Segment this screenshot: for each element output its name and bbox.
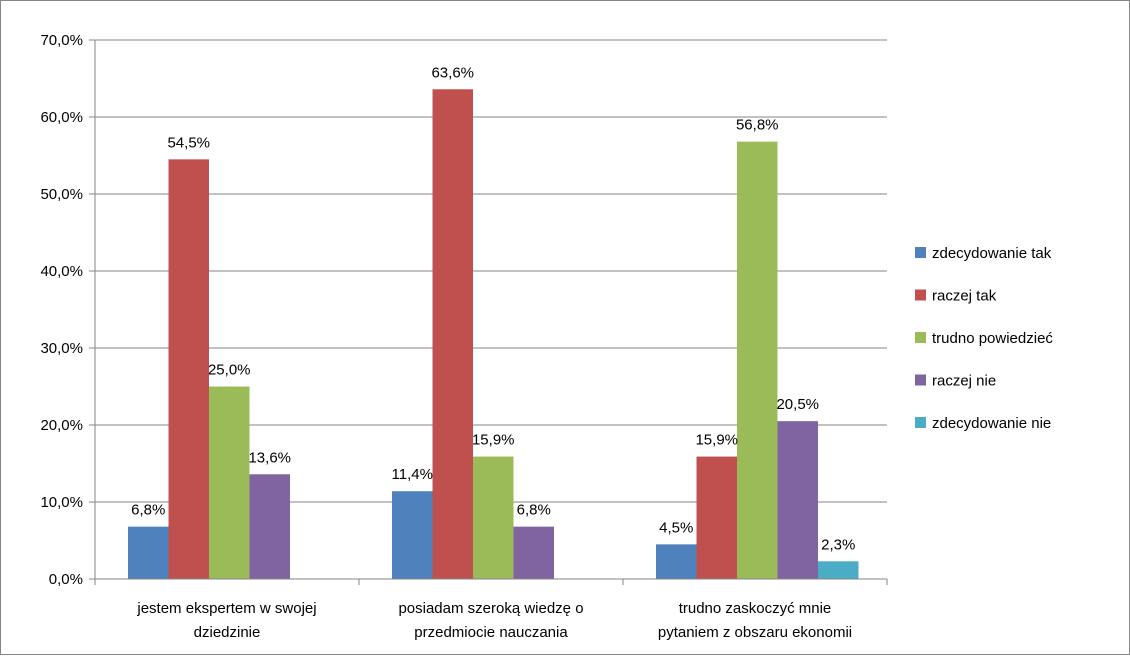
bar [737,141,778,579]
bar [249,474,290,579]
y-tick-label: 60,0% [40,109,83,126]
legend-swatch [915,374,926,386]
x-category-label: posiadam szeroką wiedzę o przedmiocie nau… [398,600,583,641]
y-tick-label: 0,0% [49,571,83,588]
bar [777,421,818,579]
bar [818,561,859,579]
y-tick-label: 30,0% [40,340,83,357]
y-tick-label: 20,0% [40,417,83,434]
legend-label: zdecydowanie tak [932,245,1052,262]
legend-swatch [915,247,926,258]
data-label: 6,8% [517,502,551,519]
data-label: 4,5% [659,519,693,536]
legend-swatch [915,332,926,343]
x-category-label: trudno zaskoczyć mnie pytaniem z obszaru … [658,600,852,641]
legend-swatch [915,417,926,428]
bar [392,491,433,579]
legend-label: raczej tak [932,288,997,305]
data-label: 11,4% [392,466,433,483]
data-label: 63,6% [431,64,474,81]
bar [513,526,554,579]
axes: 0,0% 10,0% 20,0% 30,0% 40,0% 50,0% 60,0% 70,0% j… [40,32,888,641]
data-label: 2,3% [821,536,855,553]
data-label: 54,5% [167,134,210,151]
data-label: 6,8% [131,502,165,519]
bars [128,89,859,579]
legend-swatch [915,289,926,301]
x-category-label: jestem ekspertem w swojej dziedzinie [136,600,316,641]
bar [209,386,250,579]
data-label: 25,0% [208,362,251,379]
y-tick-label: 10,0% [40,494,83,511]
bar [696,456,737,579]
data-label: 20,5% [776,396,819,413]
y-tick-label: 40,0% [40,263,83,280]
y-tick-label: 70,0% [40,32,83,49]
bar [656,544,697,579]
legend-label: raczej nie [932,373,996,390]
data-label: 15,9% [695,432,738,449]
data-labels: 6,8% 54,5% 25,0% 13,6% 11,4% 63,6% 15,9% 6,8% 4,… [131,64,855,553]
legend-label: trudno powiedzieć [932,330,1053,347]
bar [432,89,473,579]
y-tick-label: 50,0% [40,186,83,203]
data-label: 15,9% [472,432,515,449]
legend: zdecydowanie tak raczej tak trudno powiedz… [915,245,1053,432]
legend-label: zdecydowanie nie [932,415,1051,432]
data-label: 56,8% [736,117,779,134]
bar [168,159,209,579]
data-label: 13,6% [248,449,291,466]
bar [128,526,169,579]
bar [473,456,514,579]
